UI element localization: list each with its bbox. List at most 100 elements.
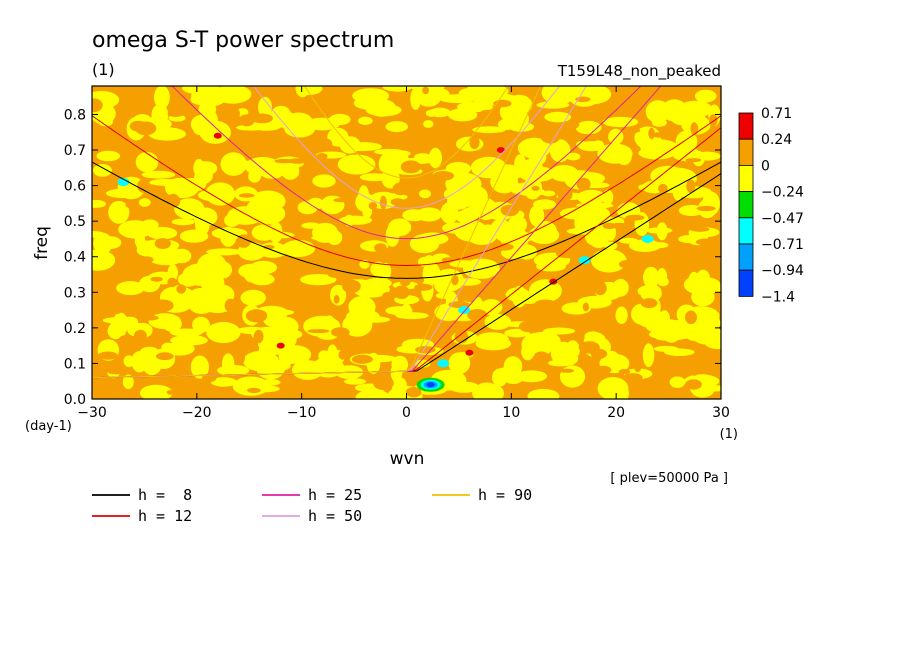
x-tick-label: 20	[607, 405, 625, 421]
colorbar-label: −0.94	[761, 263, 804, 279]
field-cell	[454, 184, 488, 207]
field-cell	[239, 114, 255, 127]
x-tick-label: 30	[712, 405, 730, 421]
field-cell	[210, 350, 222, 357]
field-cell	[428, 147, 442, 169]
field-cell	[658, 183, 668, 194]
field-cell	[435, 292, 457, 299]
field-cell	[92, 311, 107, 319]
field-cell	[514, 154, 527, 174]
field-cell	[171, 218, 195, 226]
field-cell	[533, 220, 557, 242]
y-tick-label: 0.7	[64, 143, 86, 159]
field-cell	[236, 234, 251, 248]
field-cell	[505, 287, 530, 302]
field-cell	[210, 377, 237, 387]
field-cell	[576, 140, 588, 148]
field-cell	[331, 327, 350, 338]
field-cell	[159, 249, 175, 264]
field-cell	[402, 209, 427, 222]
field-cell	[355, 389, 391, 399]
field-cell	[492, 368, 508, 387]
field-cell	[577, 189, 606, 205]
field-cell	[478, 109, 497, 121]
field-cell	[282, 240, 316, 257]
field-cell	[633, 359, 642, 373]
field-cell	[374, 243, 387, 253]
field-cell	[106, 365, 126, 375]
field-cell	[382, 292, 393, 299]
field-cell	[576, 177, 591, 191]
field-cell	[685, 379, 702, 390]
field-cell	[392, 182, 408, 196]
field-cell	[374, 341, 382, 351]
y-axis-label: freq	[32, 226, 52, 260]
field-cell	[300, 274, 337, 286]
field-cell	[602, 116, 639, 128]
field-cell	[709, 114, 718, 127]
field-cell	[351, 216, 365, 224]
field-cell	[515, 111, 529, 128]
field-cell	[595, 365, 612, 375]
colorbar-label: −1.4	[761, 289, 795, 305]
field-cell	[150, 276, 163, 282]
field-cell	[359, 173, 389, 182]
field-cell	[382, 86, 413, 92]
field-cell	[178, 153, 188, 161]
positive-spot	[213, 132, 222, 139]
field-cell	[528, 148, 547, 166]
field-cell	[129, 120, 147, 132]
field-cell	[351, 354, 373, 364]
field-cell	[205, 182, 236, 206]
x-tick-label: −20	[182, 405, 212, 421]
field-cell	[618, 260, 637, 269]
field-cell	[162, 316, 182, 332]
field-cell	[146, 226, 178, 240]
dispersion-curves	[92, 86, 721, 379]
field-cell	[559, 365, 586, 388]
field-cell	[138, 198, 151, 207]
field-cell	[123, 355, 134, 368]
colorbar: 0.71 0.24 0 −0.24 −0.47 −0.71 −0.94 −1.4	[738, 106, 804, 305]
x-axis-unit: (1)	[720, 427, 738, 442]
field-cell	[578, 319, 598, 325]
field-cell	[251, 224, 277, 241]
field-cell	[206, 248, 243, 256]
field-cell	[469, 135, 480, 150]
field-cell	[167, 277, 178, 288]
field-cell	[442, 222, 467, 234]
field-cell	[550, 341, 577, 366]
field-cell	[529, 205, 545, 227]
field-cell	[137, 293, 159, 300]
field-cell	[582, 302, 590, 312]
field-cell	[373, 376, 394, 391]
field-cell	[370, 261, 387, 277]
colorbar-swatch	[738, 269, 754, 297]
colorbar-label: 0.71	[761, 106, 792, 122]
field-cell	[615, 306, 628, 325]
field-cell	[243, 350, 279, 372]
field-cell	[602, 320, 620, 333]
field-cell	[385, 121, 409, 133]
field-cell	[342, 313, 373, 337]
field-cell	[240, 289, 266, 306]
dispersion-curve-h50	[252, 86, 561, 209]
field-cell	[169, 328, 203, 337]
field-cell	[480, 299, 503, 316]
field-cell	[358, 116, 373, 126]
field-cell	[307, 329, 330, 334]
field-cell	[123, 86, 141, 93]
field-cell	[518, 166, 555, 182]
negative-spot	[426, 382, 435, 388]
field-cell	[540, 129, 561, 144]
field-cell	[177, 272, 200, 287]
field-cell	[247, 387, 261, 393]
field-cell	[441, 257, 455, 263]
field-cell	[559, 207, 592, 220]
field-cell	[92, 98, 103, 113]
field-cell	[388, 218, 412, 237]
legend: h = 8 h = 12 h = 25 h = 50 h = 90	[92, 486, 532, 525]
field-cell	[623, 187, 640, 197]
legend-label: h = 90	[478, 486, 532, 504]
field-cell	[139, 256, 154, 263]
